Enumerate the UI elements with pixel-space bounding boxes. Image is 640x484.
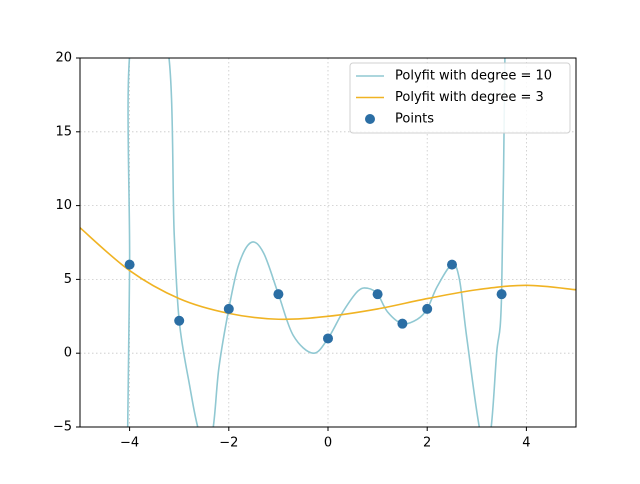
- legend-label: Points: [395, 112, 434, 127]
- point: [323, 333, 333, 344]
- y-tick-label: 5: [64, 272, 72, 287]
- x-tick-label: −2: [219, 436, 238, 451]
- legend: Polyfit with degree = 10 Polyfit with deg…: [349, 62, 571, 134]
- line: [80, 227, 576, 321]
- plot-area: [80, 58, 576, 427]
- y-tick-label: 10: [55, 198, 72, 213]
- legend-label: Polyfit with degree = 10: [395, 69, 552, 84]
- legend-label: Polyfit with degree = 3: [395, 90, 544, 105]
- x-tick-label: 2: [423, 436, 431, 451]
- line: [126, 58, 506, 427]
- point: [124, 259, 135, 270]
- point: [397, 318, 408, 329]
- legend-box: [349, 62, 571, 134]
- y-tick-label: −5: [53, 420, 72, 435]
- y-tick-label: 15: [55, 124, 72, 139]
- legend-marker: [365, 114, 375, 124]
- point: [496, 289, 507, 300]
- x-tick-label: 4: [522, 436, 530, 451]
- y-tick-label: 20: [55, 51, 72, 66]
- point: [422, 303, 433, 314]
- point: [372, 289, 383, 300]
- point: [447, 259, 457, 270]
- x-tick-label: 0: [324, 436, 332, 451]
- point: [223, 303, 234, 314]
- ticks: −4 −2 0 2 4 −5 0 5 10 15 20: [53, 51, 531, 451]
- point: [174, 315, 185, 326]
- point: [273, 289, 284, 300]
- x-tick-label: −4: [120, 436, 139, 451]
- y-tick-label: 0: [64, 346, 72, 361]
